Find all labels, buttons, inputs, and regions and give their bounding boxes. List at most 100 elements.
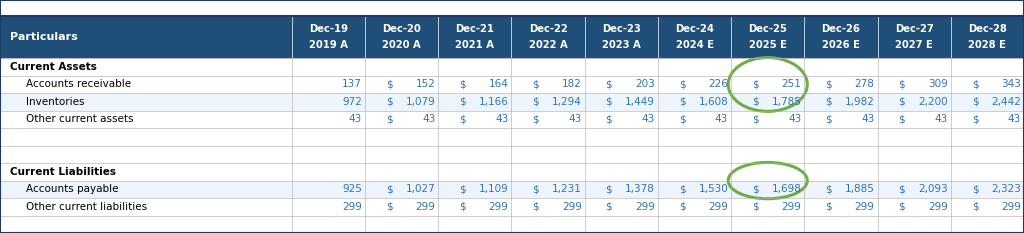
Text: $: $	[825, 79, 831, 89]
Text: $: $	[972, 114, 978, 124]
Text: 164: 164	[488, 79, 508, 89]
Text: $: $	[825, 97, 831, 107]
Text: 1,294: 1,294	[552, 97, 582, 107]
Text: 43: 43	[1008, 114, 1021, 124]
Text: $: $	[752, 184, 759, 194]
Text: 2019 A: 2019 A	[309, 40, 348, 50]
Text: $: $	[898, 114, 905, 124]
Text: 1,079: 1,079	[406, 97, 435, 107]
Text: $: $	[679, 79, 685, 89]
Text: 203: 203	[635, 79, 655, 89]
Text: 925: 925	[342, 184, 362, 194]
FancyBboxPatch shape	[0, 146, 1024, 163]
FancyBboxPatch shape	[0, 58, 1024, 76]
Text: $: $	[386, 202, 392, 212]
Text: $: $	[898, 97, 905, 107]
Text: $: $	[386, 184, 392, 194]
Text: 1,449: 1,449	[625, 97, 655, 107]
Text: Dec-24: Dec-24	[675, 24, 714, 34]
Text: 1,109: 1,109	[478, 184, 508, 194]
Text: $: $	[532, 114, 539, 124]
Text: $: $	[605, 184, 612, 194]
Text: Accounts payable: Accounts payable	[26, 184, 118, 194]
Text: 43: 43	[642, 114, 655, 124]
Text: $: $	[386, 114, 392, 124]
Text: $: $	[605, 79, 612, 89]
Text: 2028 E: 2028 E	[969, 40, 1007, 50]
FancyBboxPatch shape	[0, 76, 1024, 93]
Text: $: $	[679, 114, 685, 124]
Text: 2026 E: 2026 E	[822, 40, 860, 50]
FancyBboxPatch shape	[0, 0, 1024, 16]
Text: 1,231: 1,231	[552, 184, 582, 194]
Text: 299: 299	[416, 202, 435, 212]
Text: Current Liabilities: Current Liabilities	[10, 167, 117, 177]
Text: 2027 E: 2027 E	[895, 40, 933, 50]
Text: 1,378: 1,378	[625, 184, 655, 194]
Text: 1,785: 1,785	[771, 97, 801, 107]
Text: $: $	[752, 97, 759, 107]
Text: 2025 E: 2025 E	[749, 40, 786, 50]
Text: $: $	[459, 184, 466, 194]
Text: Dec-28: Dec-28	[968, 24, 1007, 34]
Text: $: $	[752, 202, 759, 212]
Text: 43: 43	[349, 114, 362, 124]
Text: 299: 299	[635, 202, 655, 212]
Text: 251: 251	[781, 79, 801, 89]
Text: 2024 E: 2024 E	[676, 40, 714, 50]
Text: $: $	[679, 184, 685, 194]
Text: 2,442: 2,442	[991, 97, 1021, 107]
Text: 299: 299	[928, 202, 948, 212]
Text: 43: 43	[422, 114, 435, 124]
Text: 2023 A: 2023 A	[602, 40, 641, 50]
Text: 299: 299	[855, 202, 874, 212]
Text: 43: 43	[715, 114, 728, 124]
Text: Dec-26: Dec-26	[821, 24, 860, 34]
Text: Current Assets: Current Assets	[10, 62, 97, 72]
Text: 152: 152	[416, 79, 435, 89]
Text: Dec-21: Dec-21	[456, 24, 495, 34]
Text: 299: 299	[709, 202, 728, 212]
Text: Inventories: Inventories	[26, 97, 84, 107]
Text: 137: 137	[342, 79, 362, 89]
Text: 299: 299	[342, 202, 362, 212]
Text: $: $	[605, 202, 612, 212]
Text: 43: 43	[788, 114, 801, 124]
Text: $: $	[605, 114, 612, 124]
Text: Other current liabilities: Other current liabilities	[26, 202, 146, 212]
Text: $: $	[679, 97, 685, 107]
Text: 2022 A: 2022 A	[528, 40, 567, 50]
Text: Other current assets: Other current assets	[26, 114, 133, 124]
Text: $: $	[532, 202, 539, 212]
Text: Accounts receivable: Accounts receivable	[26, 79, 131, 89]
Text: 226: 226	[709, 79, 728, 89]
Text: 309: 309	[928, 79, 948, 89]
Text: Dec-19: Dec-19	[309, 24, 348, 34]
Text: $: $	[898, 184, 905, 194]
Text: 1,530: 1,530	[698, 184, 728, 194]
Text: 1,166: 1,166	[478, 97, 508, 107]
Text: $: $	[825, 184, 831, 194]
FancyBboxPatch shape	[0, 216, 1024, 233]
Text: Dec-20: Dec-20	[382, 24, 421, 34]
Text: $: $	[605, 97, 612, 107]
FancyBboxPatch shape	[0, 198, 1024, 216]
Text: 2,093: 2,093	[918, 184, 948, 194]
Text: 278: 278	[855, 79, 874, 89]
Text: 1,027: 1,027	[406, 184, 435, 194]
Text: $: $	[972, 202, 978, 212]
Text: 2,200: 2,200	[919, 97, 948, 107]
FancyBboxPatch shape	[0, 181, 1024, 198]
FancyBboxPatch shape	[0, 128, 1024, 146]
Text: 182: 182	[562, 79, 582, 89]
Text: Particulars: Particulars	[10, 32, 78, 42]
Text: $: $	[459, 114, 466, 124]
Text: 43: 43	[935, 114, 948, 124]
Text: $: $	[972, 97, 978, 107]
Text: Dec-25: Dec-25	[749, 24, 787, 34]
Text: 1,982: 1,982	[845, 97, 874, 107]
Text: 299: 299	[562, 202, 582, 212]
Text: $: $	[386, 79, 392, 89]
Text: Dec-27: Dec-27	[895, 24, 934, 34]
Text: $: $	[825, 202, 831, 212]
